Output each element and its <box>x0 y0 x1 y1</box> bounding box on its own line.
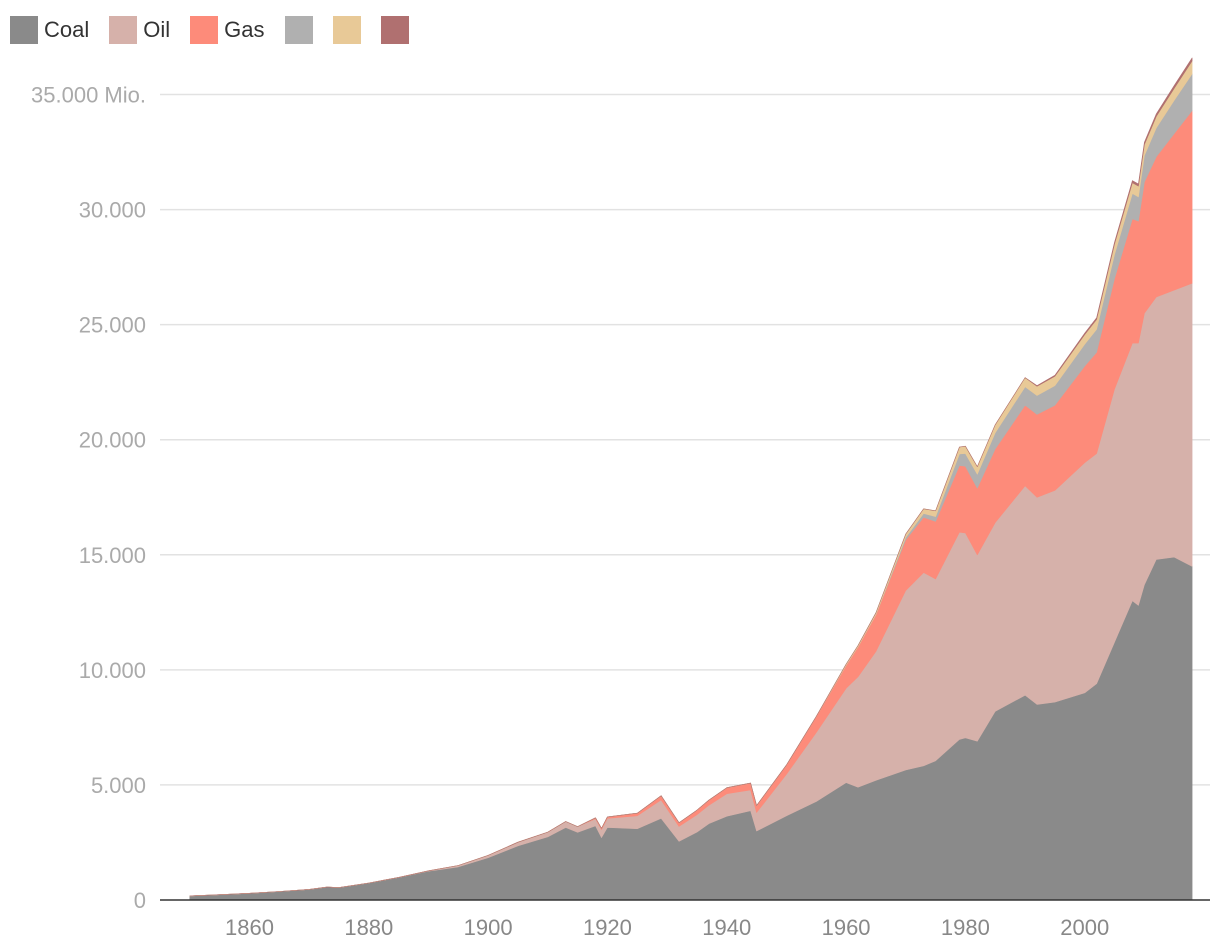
x-tick-label: 1880 <box>344 915 393 940</box>
legend-item <box>284 16 313 44</box>
y-tick-label: 15.000 <box>79 543 146 568</box>
x-tick-label: 1900 <box>464 915 513 940</box>
area-series-layer <box>189 57 1193 901</box>
x-tick-label: 1920 <box>583 915 632 940</box>
legend-item: Gas <box>190 16 265 44</box>
area-series-unlabeled <box>189 57 1193 897</box>
legend-label: Gas <box>224 17 265 42</box>
legend-item <box>332 16 361 44</box>
y-tick-label: 35.000 Mio. <box>31 83 146 108</box>
y-tick-label: 10.000 <box>79 658 146 683</box>
legend-item: Oil <box>109 16 170 44</box>
y-tick-label: 20.000 <box>79 428 146 453</box>
legend-swatch <box>109 16 138 44</box>
legend-swatch <box>380 16 409 44</box>
y-tick-label: 0 <box>134 888 146 913</box>
axes: 0 5.000 10.000 15.000 20.000 25.000 30.000 35.0… <box>31 83 1210 940</box>
legend-label: Oil <box>143 17 171 42</box>
x-tick-label: 1940 <box>702 915 751 940</box>
legend-swatch <box>190 16 219 44</box>
x-tick-label: 2000 <box>1060 915 1109 940</box>
legend-item: Coal <box>10 16 89 44</box>
legend-item <box>380 16 409 44</box>
y-tick-label: 25.000 <box>79 313 146 338</box>
x-tick-label: 1860 <box>225 915 274 940</box>
chart-legend: Coal Oil Gas <box>10 16 429 44</box>
x-tick-label: 1980 <box>941 915 990 940</box>
legend-swatch <box>332 16 361 44</box>
legend-swatch <box>284 16 313 44</box>
y-tick-label: 30.000 <box>79 198 146 223</box>
y-tick-label: 5.000 <box>91 773 146 798</box>
legend-swatch <box>10 16 38 44</box>
legend-label: Coal <box>44 17 90 42</box>
x-tick-label: 1960 <box>822 915 871 940</box>
